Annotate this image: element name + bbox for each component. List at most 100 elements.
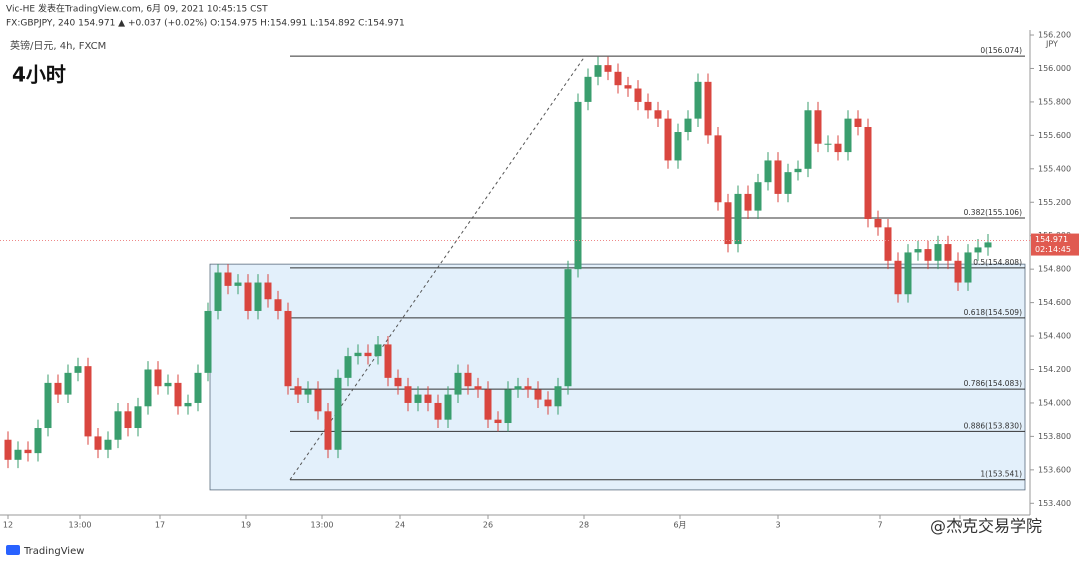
- candle-body: [94, 436, 102, 450]
- candle-body: [694, 81, 702, 119]
- candle-body: [24, 449, 32, 454]
- header-line1: Vic-HE 发表在TradingView.com, 6月 09, 2021 1…: [6, 3, 268, 15]
- candle-body: [264, 282, 272, 300]
- candle-body: [534, 389, 542, 400]
- range-zone: [209, 263, 1026, 491]
- candle-body: [274, 299, 282, 311]
- candle-body: [294, 386, 302, 395]
- candle-body: [904, 252, 912, 295]
- candle-body: [164, 382, 172, 387]
- y-tick-label: 154.200: [1038, 365, 1071, 374]
- candle-body: [494, 419, 502, 424]
- candle-body: [634, 88, 642, 102]
- candle-body: [544, 399, 552, 407]
- x-tick-label: 26: [483, 521, 493, 530]
- header-line2: FX:GBPJPY, 240 154.971 ▲ +0.037 (+0.02%)…: [6, 19, 405, 29]
- candle-body: [104, 439, 112, 450]
- candle-body: [684, 118, 692, 133]
- y-tick-label: 153.800: [1038, 432, 1071, 441]
- y-tick-label: 156.200: [1038, 31, 1071, 40]
- candle-body: [54, 382, 62, 395]
- candle-body: [354, 352, 362, 357]
- candle-body: [374, 344, 382, 357]
- brand-logo: [6, 545, 20, 555]
- candle-body: [344, 356, 352, 378]
- candle-body: [864, 127, 872, 219]
- candle-body: [844, 118, 852, 153]
- candle-body: [414, 394, 422, 403]
- candle-body: [564, 269, 572, 387]
- candle-body: [34, 428, 42, 454]
- candle-body: [454, 372, 462, 395]
- candle-body: [784, 172, 792, 194]
- candle-body: [44, 382, 52, 429]
- x-tick-label: 9: [957, 521, 962, 530]
- candle-body: [764, 160, 772, 183]
- candle-body: [174, 382, 182, 407]
- fib-label: 1(153.541): [980, 470, 1022, 479]
- candle-body: [474, 386, 482, 390]
- candle-body: [554, 386, 562, 407]
- brand: TradingView: [23, 546, 84, 557]
- candle-body: [964, 252, 972, 283]
- candle-body: [884, 227, 892, 261]
- fib-label: 0(156.074): [980, 46, 1022, 55]
- x-tick-label: 3: [775, 521, 780, 530]
- candle-body: [594, 65, 602, 77]
- chart-title: 4小时: [12, 63, 66, 87]
- y-tick-label: 154.600: [1038, 298, 1071, 307]
- candle-body: [614, 71, 622, 86]
- candle-body: [724, 202, 732, 245]
- candle-body: [134, 406, 142, 429]
- candle-body: [774, 160, 782, 194]
- candle-body: [944, 244, 952, 261]
- y-unit: JPY: [1045, 40, 1058, 49]
- candle-body: [804, 110, 812, 169]
- x-tick-label: 13:00: [68, 521, 91, 530]
- fib-label: 0.5(154.808): [973, 258, 1022, 267]
- candle-body: [224, 272, 232, 286]
- watermark: @杰克交易学院: [930, 517, 1042, 536]
- candle-body: [84, 366, 92, 437]
- candle-body: [194, 372, 202, 403]
- candle-body: [524, 386, 532, 390]
- y-tick-label: 155.800: [1038, 97, 1071, 106]
- candle-body: [304, 389, 312, 395]
- candle-body: [234, 282, 242, 286]
- x-tick-label: 28: [579, 521, 589, 530]
- candle-body: [204, 310, 212, 373]
- candle-body: [664, 118, 672, 161]
- candle-body: [504, 389, 512, 424]
- y-tick-label: 155.600: [1038, 131, 1071, 140]
- candle-body: [424, 394, 432, 403]
- candle-body: [734, 193, 742, 245]
- x-tick-label: 6月: [673, 521, 686, 530]
- candle-body: [744, 193, 752, 211]
- candle-body: [244, 282, 252, 311]
- candle-body: [404, 386, 412, 403]
- x-tick-label: 19: [241, 521, 251, 530]
- fib-label: 0.618(154.509): [964, 308, 1022, 317]
- candle-body: [754, 182, 762, 211]
- fib-label: 0.886(153.830): [964, 421, 1022, 430]
- y-tick-label: 155.400: [1038, 164, 1071, 173]
- candle-body: [924, 249, 932, 261]
- fib-label: 0.786(154.083): [964, 379, 1022, 388]
- candle-body: [284, 310, 292, 387]
- candle-body: [14, 449, 22, 460]
- y-tick-label: 156.000: [1038, 64, 1071, 73]
- x-tick-label: 7: [877, 521, 882, 530]
- candle-body: [384, 344, 392, 378]
- candle-body: [314, 389, 322, 412]
- candle-body: [394, 377, 402, 387]
- last-price-box: [1031, 233, 1079, 256]
- subtitle: 英镑/日元, 4h, FXCM: [10, 39, 106, 52]
- candle-body: [64, 372, 72, 395]
- fib-label: 0.382(155.106): [964, 208, 1022, 217]
- countdown-label: 02:14:45: [1035, 245, 1071, 254]
- candle-body: [654, 110, 662, 119]
- candle-body: [154, 369, 162, 387]
- candle-body: [644, 101, 652, 111]
- candle-body: [444, 394, 452, 420]
